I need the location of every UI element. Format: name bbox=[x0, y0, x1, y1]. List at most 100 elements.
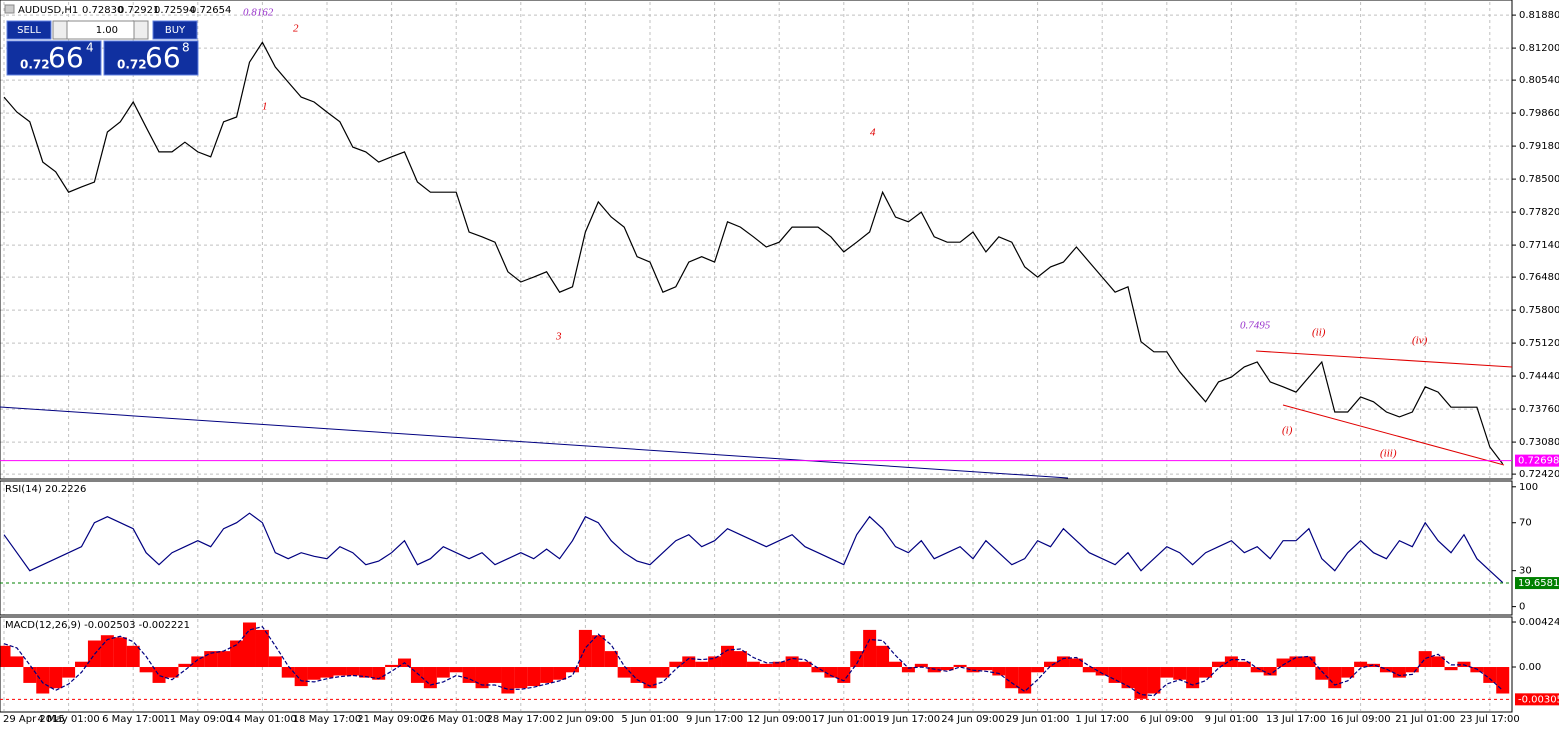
buy-button[interactable] bbox=[152, 20, 198, 40]
ohlc: 0.72830 bbox=[82, 5, 123, 16]
histogram-bar bbox=[940, 667, 954, 671]
histogram-bar bbox=[1056, 656, 1070, 668]
histogram-bar bbox=[1483, 667, 1497, 683]
x-tick-label: 26 May 01:00 bbox=[422, 714, 491, 725]
wave-label: 0.8162 bbox=[243, 7, 274, 19]
histogram-bar bbox=[165, 667, 179, 678]
bid-prefix: 0.72 bbox=[20, 58, 50, 72]
wave-label: 4 bbox=[870, 127, 876, 139]
histogram-bar bbox=[669, 661, 683, 668]
histogram-bar bbox=[759, 663, 773, 668]
x-tick-label: 6 May 17:00 bbox=[102, 714, 164, 725]
histogram-bar bbox=[1134, 667, 1148, 699]
y-tick-label: 0.80540 bbox=[1519, 75, 1559, 86]
y-tick-label: 0.75800 bbox=[1519, 305, 1559, 316]
histogram-bar bbox=[733, 651, 747, 668]
x-tick-label: 12 Jun 09:00 bbox=[747, 714, 811, 725]
lot-down[interactable] bbox=[52, 20, 68, 40]
x-tick-label: 21 Jul 01:00 bbox=[1395, 714, 1455, 725]
last-value-label: -0.00305 bbox=[1518, 694, 1559, 705]
wave-label: (iv) bbox=[1412, 335, 1428, 347]
sell-label: SELL bbox=[17, 25, 41, 36]
bid-box[interactable] bbox=[6, 40, 102, 76]
histogram-bar bbox=[372, 667, 386, 680]
histogram-bar bbox=[630, 667, 644, 683]
wave-label: (ii) bbox=[1312, 327, 1326, 339]
lot-value: 1.00 bbox=[96, 25, 118, 36]
last-value-label: 19.6581 bbox=[1518, 578, 1559, 589]
histogram-bar bbox=[307, 667, 321, 680]
histogram-bar bbox=[385, 664, 399, 668]
x-tick-label: 5 Jun 01:00 bbox=[621, 714, 678, 725]
histogram-bar bbox=[876, 645, 890, 668]
histogram-bar bbox=[359, 667, 373, 678]
histogram-bar bbox=[565, 667, 579, 673]
histogram-bar bbox=[139, 667, 153, 673]
histogram-bar bbox=[1418, 651, 1432, 668]
histogram-bar bbox=[527, 667, 541, 687]
histogram-bar bbox=[1199, 667, 1213, 678]
grid bbox=[0, 2, 1512, 711]
histogram-bar bbox=[1160, 667, 1174, 678]
histogram-bar bbox=[708, 656, 722, 668]
y-tick-label: 0.81880 bbox=[1519, 10, 1559, 21]
ask-box[interactable] bbox=[103, 40, 199, 76]
histogram-bar bbox=[230, 640, 244, 668]
histogram-bar bbox=[643, 667, 657, 689]
y-tick-label: 0.73080 bbox=[1519, 437, 1559, 448]
histogram-bar bbox=[721, 645, 735, 668]
histogram-bar bbox=[1302, 656, 1316, 668]
ask-big: 66 bbox=[145, 41, 181, 74]
histogram-bar bbox=[217, 651, 231, 668]
histogram-bar bbox=[992, 667, 1006, 676]
histogram-bar bbox=[1018, 667, 1032, 694]
bid-big: 66 bbox=[48, 41, 84, 74]
wave-label: 0.7495 bbox=[1240, 320, 1271, 332]
histogram-bar bbox=[1276, 658, 1290, 668]
histogram-bar bbox=[1186, 667, 1200, 689]
histogram-bar bbox=[824, 667, 838, 678]
histogram-bar bbox=[695, 661, 709, 668]
histogram-bar bbox=[811, 667, 825, 673]
histogram-bar bbox=[23, 667, 37, 683]
x-tick-label: 28 May 17:00 bbox=[487, 714, 556, 725]
lot-up[interactable] bbox=[133, 20, 149, 40]
x-tick-label: 23 Jul 17:00 bbox=[1460, 714, 1520, 725]
histogram-bar bbox=[863, 629, 877, 668]
histogram-bar bbox=[914, 663, 928, 668]
histogram-bar bbox=[1496, 667, 1510, 694]
histogram-bar bbox=[1069, 658, 1083, 668]
histogram-bar bbox=[1082, 667, 1096, 673]
line bbox=[3, 512, 1504, 584]
histogram-bar bbox=[113, 637, 127, 668]
y-tick-label: 0.77140 bbox=[1519, 240, 1559, 251]
wave-label: (iii) bbox=[1380, 448, 1397, 460]
histogram-bar bbox=[462, 667, 476, 683]
histogram-bar bbox=[1147, 667, 1161, 694]
ohlc: 0.72654 bbox=[190, 5, 231, 16]
macd-panel-frame bbox=[0, 616, 1513, 713]
y-tick-label: 0.72420 bbox=[1519, 469, 1559, 480]
x-tick-label: 11 May 09:00 bbox=[164, 714, 233, 725]
histogram-bar bbox=[62, 667, 76, 678]
x-tick-label: 17 Jun 01:00 bbox=[812, 714, 876, 725]
last-value-box bbox=[1515, 577, 1559, 590]
histogram-bar bbox=[1108, 667, 1122, 683]
x-tick-label: 1 Jul 17:00 bbox=[1075, 714, 1129, 725]
histogram-bar bbox=[1005, 667, 1019, 689]
histogram-bar bbox=[591, 635, 605, 668]
line bbox=[3, 41, 1504, 465]
histogram-bar bbox=[785, 656, 799, 668]
histogram-bar bbox=[1392, 667, 1406, 678]
x-tick-label: 16 Jul 09:00 bbox=[1331, 714, 1391, 725]
wave-label: 1 bbox=[262, 101, 268, 113]
sell-button[interactable] bbox=[6, 20, 52, 40]
histogram-bar bbox=[514, 667, 528, 689]
histogram-bar bbox=[617, 667, 631, 678]
histogram-bar bbox=[36, 667, 50, 694]
y-tick-label: 0.004245 bbox=[1519, 617, 1559, 628]
histogram-bar bbox=[850, 651, 864, 668]
histogram-bar bbox=[49, 667, 63, 689]
y-tick-label: 0.78500 bbox=[1519, 174, 1559, 185]
histogram-bar bbox=[1341, 667, 1355, 678]
